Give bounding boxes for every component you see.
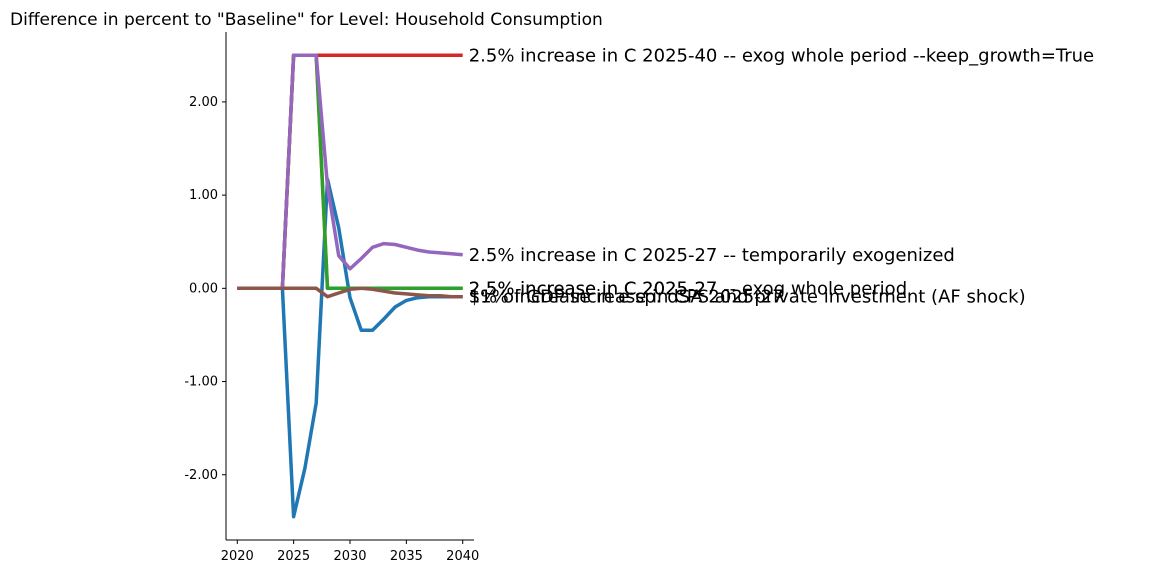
series-line xyxy=(237,286,463,299)
x-tick-label: 2035 xyxy=(390,549,423,564)
x-tick-label: 2025 xyxy=(277,549,310,564)
y-tick-label: -1.00 xyxy=(184,375,218,390)
series-end-label: 2.5% increase in C 2025-27 xyxy=(469,278,718,299)
x-tick-label: 2040 xyxy=(446,549,479,564)
y-tick-label: -2.00 xyxy=(184,468,218,483)
y-tick-label: 0.00 xyxy=(189,281,218,296)
series-lines xyxy=(237,53,463,519)
series-end-label: 2.5% increase in C 2025-27 -- temporaril… xyxy=(469,245,955,266)
y-tick-label: 2.00 xyxy=(189,95,218,110)
ticks: 2020 2025 2030 2035 2040 -2.00 -1.00 0.00 1.00 2.… xyxy=(184,95,479,564)
series-line xyxy=(237,53,463,291)
series-line xyxy=(237,177,463,519)
series-end-label: 1% of GDP increase in CPS and private in… xyxy=(469,287,1026,308)
y-tick-label: 1.00 xyxy=(189,188,218,203)
x-tick-label: 2030 xyxy=(333,549,366,564)
axes xyxy=(225,32,474,541)
chart-title: Difference in percent to "Baseline" for … xyxy=(10,10,603,30)
series-end-label: 2.5% increase in C 2025-27 -- exog whole… xyxy=(469,278,907,299)
series-labels: 1% of GDP increase in CPS and private in… xyxy=(469,45,1094,307)
series-end-label: $1% increase in e sp. dSA 2025-27 xyxy=(469,287,784,308)
series-end-label: 2.5% increase in C 2025-40 -- exog whole… xyxy=(469,45,1094,66)
x-tick-label: 2020 xyxy=(221,549,254,564)
